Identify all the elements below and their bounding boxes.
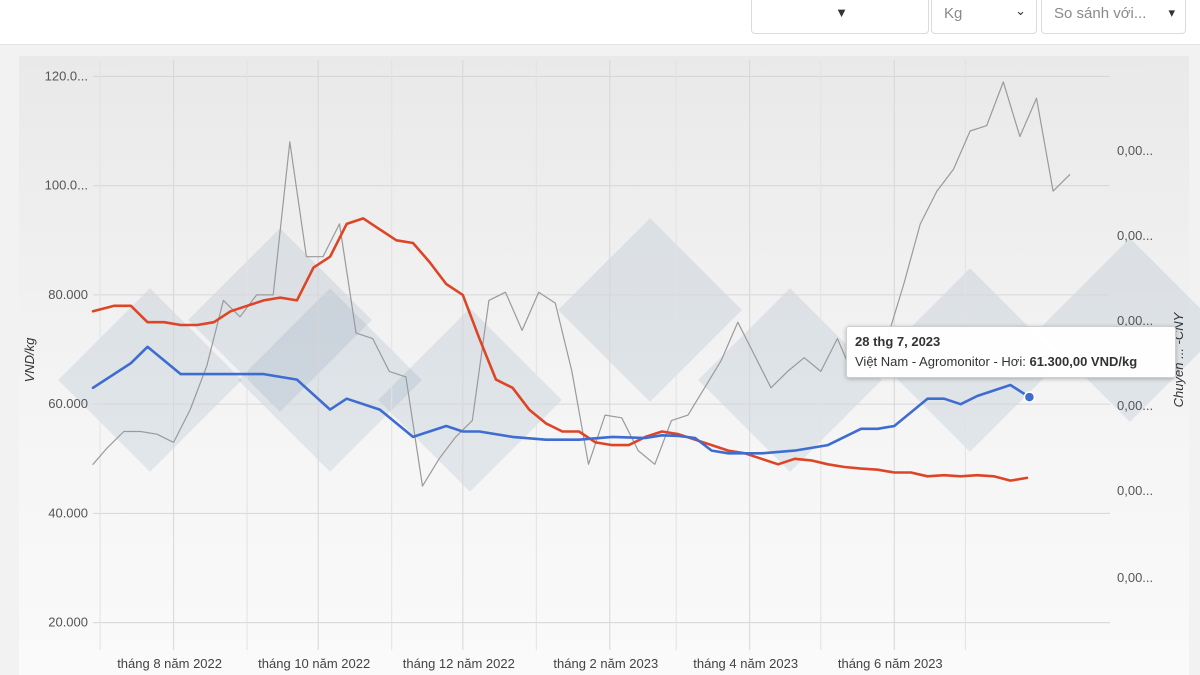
- x-tick-label: tháng 10 năm 2022: [258, 656, 370, 671]
- compare-select[interactable]: So sánh với... ▾: [1041, 0, 1186, 34]
- y-axis-left: 20.000 40.000 60.000 80.000 100.0... 120.0...: [45, 68, 88, 629]
- watermark-logo: [378, 308, 562, 492]
- compare-select-placeholder: So sánh với...: [1054, 5, 1147, 22]
- watermark-logo: [558, 218, 742, 402]
- tooltip: 28 thg 7, 2023 Việt Nam - Agromonitor - …: [846, 326, 1176, 378]
- x-tick-label: tháng 12 năm 2022: [403, 656, 515, 671]
- x-tick-label: tháng 8 năm 2022: [117, 656, 222, 671]
- y-tick-label: 100.0...: [45, 178, 88, 193]
- watermark-logo: [188, 228, 372, 412]
- metric-dropdown[interactable]: ▼: [751, 0, 929, 34]
- series-line-blue: [91, 345, 1031, 455]
- watermark-logo: [238, 288, 422, 472]
- x-tick-label: tháng 6 năm 2023: [838, 656, 943, 671]
- y-tick-label: 20.000: [48, 615, 88, 630]
- tooltip-value: 61.300,00 VND/kg: [1029, 354, 1138, 369]
- y2-tick-label: 0,00...: [1117, 143, 1153, 158]
- top-toolbar: ▼ Kg ⌄ So sánh với... ▾: [0, 0, 1200, 45]
- y-tick-label: 120.0...: [45, 68, 88, 83]
- tooltip-row: Việt Nam - Agromonitor - Hơi: 61.300,00 …: [855, 354, 1167, 369]
- gridlines: [93, 60, 1110, 650]
- x-axis: tháng 8 năm 2022 tháng 10 năm 2022 tháng 1…: [117, 656, 942, 671]
- y-tick-label: 80.000: [48, 287, 88, 302]
- y2-tick-label: 0,00...: [1117, 313, 1153, 328]
- chevron-down-icon: ⌄: [1015, 3, 1026, 18]
- unit-select-value: Kg: [944, 5, 963, 22]
- y-tick-label: 40.000: [48, 505, 88, 520]
- y2-tick-label: 0,00...: [1117, 228, 1153, 243]
- y-axis-right: 0,00... 0,00... 0,00... 0,00... 0,00... 0,00.…: [1117, 143, 1153, 585]
- x-tick-label: tháng 4 năm 2023: [693, 656, 798, 671]
- watermark-diamond: [188, 228, 372, 412]
- caret-down-icon: ▼: [835, 5, 848, 20]
- y-tick-label: 60.000: [48, 396, 88, 411]
- watermark-diamond: [238, 288, 422, 472]
- series-line-red: [91, 217, 1029, 482]
- tooltip-date: 28 thg 7, 2023: [855, 334, 941, 349]
- watermark-diamond: [378, 308, 562, 492]
- watermark-diamond: [558, 218, 742, 402]
- y2-tick-label: 0,00...: [1117, 483, 1153, 498]
- series-line-gray: [92, 81, 1071, 487]
- y-axis-label: VND/kg: [22, 337, 37, 383]
- x-tick-label: tháng 2 năm 2023: [553, 656, 658, 671]
- y2-tick-label: 0,00...: [1117, 398, 1153, 413]
- series-lines: [91, 81, 1071, 487]
- tooltip-series-name: Việt Nam - Agromonitor - Hơi:: [855, 354, 1026, 369]
- hover-marker[interactable]: [1023, 391, 1036, 403]
- unit-select[interactable]: Kg ⌄: [931, 0, 1037, 34]
- caret-down-icon: ▾: [1168, 5, 1175, 20]
- y2-tick-label: 0,00...: [1117, 570, 1153, 585]
